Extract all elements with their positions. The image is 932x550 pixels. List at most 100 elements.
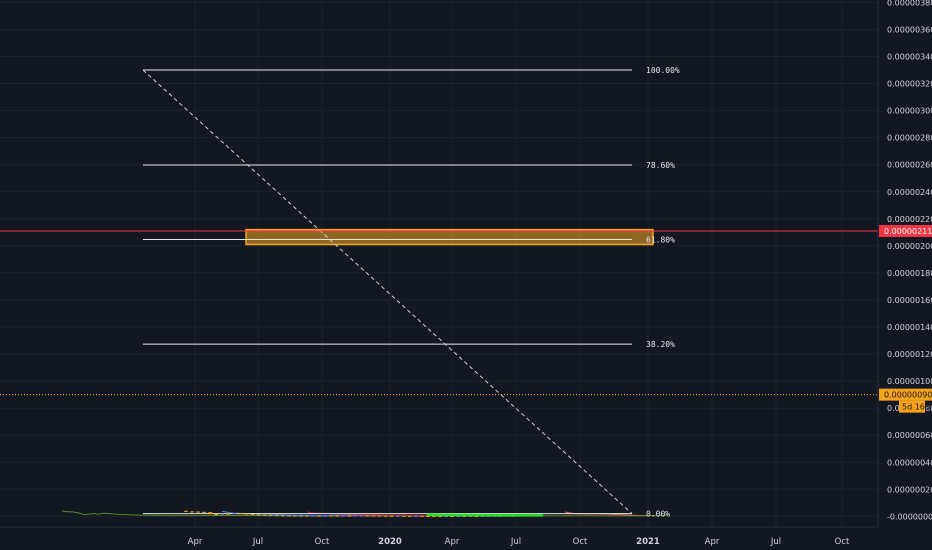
y-tick-label: 0.00000260 <box>887 161 932 170</box>
y-tick-label: 0.00000360 <box>887 25 932 34</box>
candle-body <box>438 516 443 518</box>
y-tick-label: 0.00000300 <box>887 107 932 116</box>
candle-body <box>232 513 237 515</box>
candle-body <box>419 515 424 517</box>
candle-body <box>190 511 195 513</box>
y-tick-label: -0.00000000 <box>887 512 932 521</box>
x-tick-label: Jul <box>770 537 781 547</box>
candle-body <box>383 515 388 517</box>
x-tick-label: Apr <box>705 537 720 547</box>
alert-price-tag <box>879 224 932 237</box>
candle-body <box>389 515 394 517</box>
candle-body <box>226 513 231 515</box>
x-tick-label: Oct <box>835 537 850 547</box>
candle-body <box>286 515 291 517</box>
price-tags: 0.00000211 0.00000090 5d 16h <box>879 224 932 413</box>
y-tick-label: 0.00000120 <box>887 350 932 359</box>
candle-body <box>280 515 285 517</box>
resistance-zone-box[interactable] <box>245 228 654 246</box>
y-tick-label: 0.00000240 <box>887 188 932 197</box>
green-curve-drawing[interactable] <box>426 513 544 517</box>
candle-body <box>262 514 267 516</box>
candle-body <box>347 515 352 517</box>
y-tick-label: 0.00000340 <box>887 53 932 62</box>
candle-body <box>407 515 412 517</box>
y-tick-label: 0.00000280 <box>887 134 932 143</box>
current-price-tag-text: 0.00000090 <box>884 391 932 400</box>
candle-body <box>323 515 328 517</box>
y-tick-label: 0.00000140 <box>887 323 932 332</box>
candle-body <box>256 514 261 516</box>
candle-body <box>329 515 334 517</box>
candle-body <box>444 516 449 518</box>
y-tick-label: 0.00000040 <box>887 458 932 467</box>
fibonacci-retracement[interactable]: 100.00% 78.60% 61.80% 38.20% 0.00% <box>142 66 680 519</box>
resistance-zone[interactable] <box>245 228 654 246</box>
fib-level-label: 78.60% <box>646 161 675 170</box>
x-tick-label: Apr <box>188 537 203 547</box>
candle-body <box>341 515 346 517</box>
candle-body <box>480 515 485 517</box>
y-axis-ticks: 0.00000380 0.00000360 0.00000340 0.00000320… <box>887 0 932 521</box>
x-tick-label: Oct <box>315 537 330 547</box>
candle-body <box>468 516 473 518</box>
candle-body <box>196 511 201 513</box>
alert-price-tag-text: 0.00000211 <box>884 227 932 236</box>
candle-body <box>202 511 207 513</box>
candle-body <box>311 515 316 517</box>
current-price-tag <box>879 388 932 401</box>
y-tick-label: 0.00000060 <box>887 431 932 440</box>
y-tick-label: 0.00000160 <box>887 296 932 305</box>
fib-level-label: 38.20% <box>646 340 675 349</box>
price-lines <box>0 230 878 396</box>
candle-body <box>462 516 467 518</box>
candle-body <box>317 515 322 517</box>
candle-body <box>292 515 297 517</box>
candle-body <box>353 515 358 517</box>
y-tick-label: 0.00000180 <box>887 269 932 278</box>
candle-body <box>365 515 370 517</box>
candle-body <box>274 515 279 517</box>
candle-body <box>432 515 437 517</box>
rounded-bottom-curve[interactable] <box>426 513 544 517</box>
x-tick-label: Oct <box>573 537 588 547</box>
fib-level-label: 0.00% <box>646 510 670 519</box>
fib-level-label: 61.80% <box>646 235 675 244</box>
fib-trend-line[interactable] <box>142 69 633 515</box>
x-tick-label: Apr <box>445 537 460 547</box>
y-tick-label: 0.00000200 <box>887 242 932 251</box>
candle-body <box>474 516 479 518</box>
candle-body <box>208 512 213 515</box>
x-tick-label: 2020 <box>378 537 402 547</box>
candle-body <box>426 515 430 517</box>
kumo-fill <box>565 511 665 516</box>
candle-body <box>214 514 219 516</box>
y-tick-label: 0.00000320 <box>887 80 932 89</box>
candle-body <box>359 515 364 517</box>
y-tick-label: 0.00000100 <box>887 377 932 386</box>
candle-body <box>401 515 406 517</box>
candle-body <box>250 514 255 516</box>
x-axis-ticks: Apr Jul Oct 2020 Apr Jul Oct 2021 Apr Jul Oct <box>188 537 850 547</box>
countdown-tag-text: 5d 16h <box>902 403 930 412</box>
candle-body <box>268 514 273 516</box>
candle-body <box>371 515 376 517</box>
candle-body <box>413 515 418 517</box>
candle-body <box>298 515 303 517</box>
y-tick-label: 0.00000380 <box>887 0 932 7</box>
candle-body <box>335 515 340 517</box>
candle-body <box>238 513 243 515</box>
candle-body <box>305 515 309 517</box>
candle-body <box>377 515 382 517</box>
x-tick-label: 2021 <box>636 537 660 547</box>
candle-body <box>244 513 249 515</box>
candle-body <box>395 515 400 517</box>
y-tick-label: 0.00000020 <box>887 485 932 494</box>
x-tick-label: Jul <box>510 537 521 547</box>
y-tick-label: 0.00000220 <box>887 215 932 224</box>
countdown-tag <box>899 400 925 413</box>
y-axis-panel[interactable] <box>878 0 932 550</box>
candle-body <box>220 513 225 515</box>
